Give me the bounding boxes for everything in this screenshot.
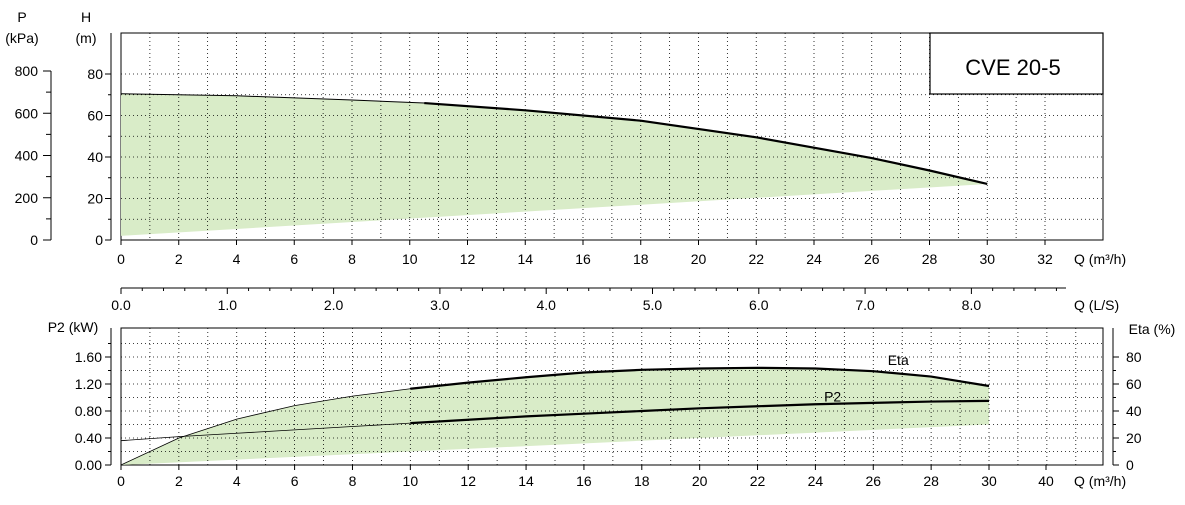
ls-tick-label: 2.0 xyxy=(324,297,344,313)
x-tick-label: 8 xyxy=(348,251,356,267)
title-box xyxy=(929,32,1104,95)
y-alt-tick-label: 200 xyxy=(15,190,39,206)
y-right-tick-label: 80 xyxy=(1126,349,1142,365)
operating-region xyxy=(121,93,988,236)
ls-tick-label: 5.0 xyxy=(643,297,663,313)
x-tick-label: 16 xyxy=(575,251,591,267)
y-alt-axis-unit: (kPa) xyxy=(5,30,38,46)
ls-tick-label: 3.0 xyxy=(430,297,450,313)
x-axis-label: Q (m³/h) xyxy=(1074,251,1126,267)
x-tick-label: 6 xyxy=(291,473,299,489)
y-alt-tick-label: 400 xyxy=(15,148,39,164)
x-tick-label: 2 xyxy=(175,251,183,267)
y-right-tick-label: 40 xyxy=(1126,403,1142,419)
y-alt-axis-label: P xyxy=(17,9,26,25)
y-alt-tick-label: 600 xyxy=(15,105,39,121)
y-alt-tick-label: 800 xyxy=(15,63,39,79)
x-tick-label: 40 xyxy=(1038,473,1054,489)
x-tick-label: 22 xyxy=(748,251,764,267)
ls-tick-label: 4.0 xyxy=(536,297,556,313)
y-right-tick-label: 20 xyxy=(1126,430,1142,446)
head-curve-thin xyxy=(120,93,425,104)
ls-tick-label: 0.0 xyxy=(111,297,131,313)
x-tick-label: 8 xyxy=(349,473,357,489)
y-tick-label: 0.40 xyxy=(75,430,102,446)
x-tick-label: 10 xyxy=(403,473,419,489)
chart-title: CVE 20-5 xyxy=(965,55,1060,80)
y-right-axis-label: Eta (%) xyxy=(1129,321,1176,337)
x-tick-label: 2 xyxy=(175,473,183,489)
x-tick-label: 26 xyxy=(864,251,880,267)
flow-ls-axis: 0.0 1.0 2.0 3.0 4.0 5.0 6.0 7.0 8.0 Q (L/S) xyxy=(111,287,1119,313)
x-tick-label: 20 xyxy=(692,473,708,489)
y-axis-label: H xyxy=(81,9,91,25)
x-tick-label: 4 xyxy=(233,473,241,489)
x-tick-label: 14 xyxy=(517,251,533,267)
y-right-tick-label: 0 xyxy=(1126,457,1134,473)
y-alt-tick-label: 0 xyxy=(30,232,38,248)
x-tick-label: 18 xyxy=(633,251,649,267)
y-tick-label: 0 xyxy=(95,232,103,248)
x-tick-label: 10 xyxy=(402,251,418,267)
y-tick-label: 0.80 xyxy=(75,403,102,419)
ls-axis-label: Q (L/S) xyxy=(1074,297,1119,313)
x-tick-label: 4 xyxy=(233,251,241,267)
eta-series-label: Eta xyxy=(888,352,909,368)
head-curve xyxy=(424,101,988,186)
x-tick-label: 20 xyxy=(691,251,707,267)
y-tick-label: 20 xyxy=(87,191,103,207)
ls-tick-label: 8.0 xyxy=(962,297,982,313)
y-tick-label: 60 xyxy=(87,108,103,124)
x-tick-label: 24 xyxy=(806,251,822,267)
head-chart: 0 2 4 6 8 10 12 14 16 18 20 22 24 26 28 30 32 Q (m³/h)020… xyxy=(5,9,1126,267)
x-tick-label: 28 xyxy=(922,251,938,267)
y-axis-unit: (m) xyxy=(76,30,97,46)
y-tick-label: 40 xyxy=(87,149,103,165)
ls-tick-label: 6.0 xyxy=(749,297,769,313)
x-tick-label: 6 xyxy=(290,251,298,267)
eta-curve xyxy=(410,366,990,390)
eta-curve-thin xyxy=(120,388,411,466)
p2-series-label: P2 xyxy=(824,389,841,405)
x-tick-label: 12 xyxy=(460,251,476,267)
x-tick-label: 30 xyxy=(981,473,997,489)
p2-curve-thin xyxy=(120,422,411,442)
x-tick-label: 24 xyxy=(808,473,824,489)
x-tick-label: 16 xyxy=(576,473,592,489)
x-tick-label: 30 xyxy=(979,251,995,267)
ls-tick-label: 1.0 xyxy=(218,297,238,313)
p2-curve xyxy=(410,399,990,425)
x-tick-label: 18 xyxy=(634,473,650,489)
x-tick-label: 22 xyxy=(750,473,766,489)
y-tick-label: 0.00 xyxy=(75,457,102,473)
x-tick-label: 32 xyxy=(1037,251,1053,267)
y-tick-label: 1.60 xyxy=(75,349,102,365)
x-tick-label: 12 xyxy=(460,473,476,489)
x-tick-label: 28 xyxy=(923,473,939,489)
x-tick-label: 0 xyxy=(117,473,125,489)
x-tick-label: 0 xyxy=(117,251,125,267)
x-tick-label: 14 xyxy=(518,473,534,489)
y-right-tick-label: 60 xyxy=(1126,376,1142,392)
y-axis-label: P2 (kW) xyxy=(48,319,99,335)
y-tick-label: 1.20 xyxy=(75,376,102,392)
x-axis-label: Q (m³/h) xyxy=(1074,473,1126,489)
y-tick-label: 80 xyxy=(87,66,103,82)
ls-tick-label: 7.0 xyxy=(855,297,875,313)
x-tick-label: 26 xyxy=(865,473,881,489)
